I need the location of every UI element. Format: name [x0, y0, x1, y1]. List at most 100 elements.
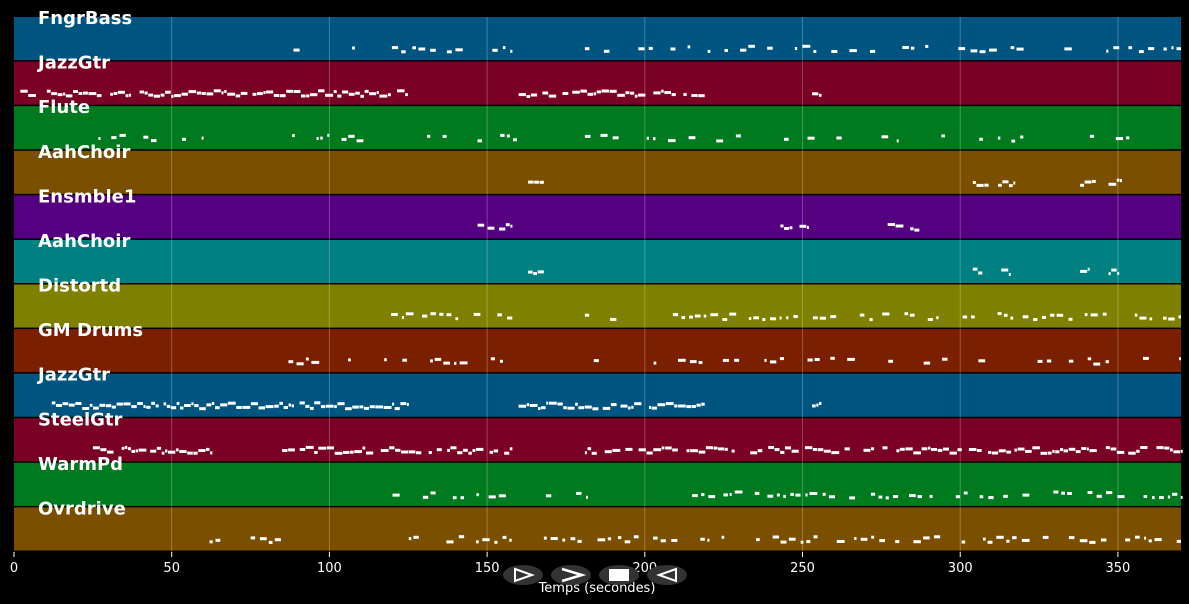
note — [1108, 272, 1111, 276]
note — [1106, 49, 1109, 53]
note — [610, 317, 617, 321]
note — [688, 136, 696, 140]
note — [1042, 535, 1049, 539]
note — [979, 137, 983, 141]
note — [206, 92, 214, 96]
note — [454, 361, 457, 365]
note — [937, 448, 943, 452]
note — [698, 450, 706, 454]
note — [1075, 450, 1081, 454]
note — [168, 450, 176, 454]
note — [333, 90, 337, 94]
note — [73, 90, 78, 93]
note — [779, 316, 782, 320]
note — [593, 359, 599, 363]
back-button[interactable] — [647, 565, 687, 585]
note — [1173, 450, 1181, 454]
note — [700, 537, 705, 541]
tracks-group — [14, 17, 1181, 551]
note — [355, 91, 360, 95]
note — [957, 448, 962, 452]
note — [689, 315, 693, 319]
note — [434, 357, 442, 361]
note — [1006, 539, 1010, 543]
note — [408, 450, 416, 454]
note — [447, 448, 450, 452]
note — [1139, 316, 1147, 320]
note — [955, 495, 961, 499]
track-label: WarmPd — [38, 454, 123, 475]
note — [1110, 447, 1117, 451]
note — [477, 223, 485, 227]
note — [196, 91, 202, 95]
note — [1164, 446, 1170, 450]
note — [587, 92, 593, 96]
note — [701, 493, 705, 497]
note — [151, 139, 157, 143]
track-label: AahChoir — [38, 142, 130, 163]
note — [665, 402, 674, 406]
note — [806, 226, 809, 229]
note — [28, 94, 36, 97]
x-tick-label: 0 — [10, 561, 18, 576]
note — [383, 406, 392, 409]
forward-icon[interactable] — [561, 567, 587, 583]
back-icon[interactable] — [655, 567, 677, 583]
note — [119, 133, 126, 137]
note — [213, 89, 221, 93]
track-band — [14, 239, 1181, 283]
note — [972, 181, 976, 184]
forward-button-bg[interactable] — [551, 565, 591, 585]
note — [610, 403, 617, 407]
note — [696, 403, 701, 407]
play-icon[interactable] — [514, 567, 536, 583]
play-button[interactable] — [503, 565, 543, 585]
note — [259, 537, 267, 541]
note — [348, 358, 351, 362]
note — [318, 446, 326, 450]
note — [963, 491, 968, 495]
note — [1105, 360, 1109, 364]
track-band — [14, 61, 1181, 105]
stop-button[interactable] — [599, 565, 639, 585]
note — [698, 94, 705, 98]
note — [392, 402, 395, 406]
stop-icon[interactable] — [609, 569, 629, 581]
note — [987, 540, 993, 544]
notes-group — [20, 44, 1183, 544]
note — [670, 47, 676, 51]
note — [137, 402, 143, 405]
note — [1105, 446, 1110, 450]
note — [51, 92, 58, 96]
note — [416, 451, 422, 455]
note — [93, 406, 99, 410]
forward-button[interactable] — [551, 565, 591, 585]
note — [472, 449, 476, 452]
note — [996, 535, 1004, 539]
note — [366, 451, 374, 455]
note — [854, 537, 857, 540]
note — [653, 448, 662, 452]
note — [1163, 47, 1167, 51]
note — [490, 357, 495, 361]
note — [1021, 538, 1030, 542]
note — [369, 92, 377, 96]
note — [1053, 490, 1059, 494]
note — [194, 404, 199, 408]
play-button-bg[interactable] — [503, 565, 543, 585]
back-button-bg[interactable] — [647, 565, 687, 585]
note — [692, 494, 698, 498]
note — [1017, 447, 1025, 451]
note — [690, 449, 698, 453]
note — [343, 450, 350, 454]
note — [931, 448, 938, 451]
note — [89, 403, 93, 407]
note — [1126, 136, 1130, 140]
note — [671, 539, 678, 542]
note — [774, 448, 780, 452]
note — [1003, 313, 1008, 317]
note — [661, 89, 664, 93]
note — [311, 360, 320, 364]
note — [528, 180, 534, 184]
note — [879, 539, 885, 543]
